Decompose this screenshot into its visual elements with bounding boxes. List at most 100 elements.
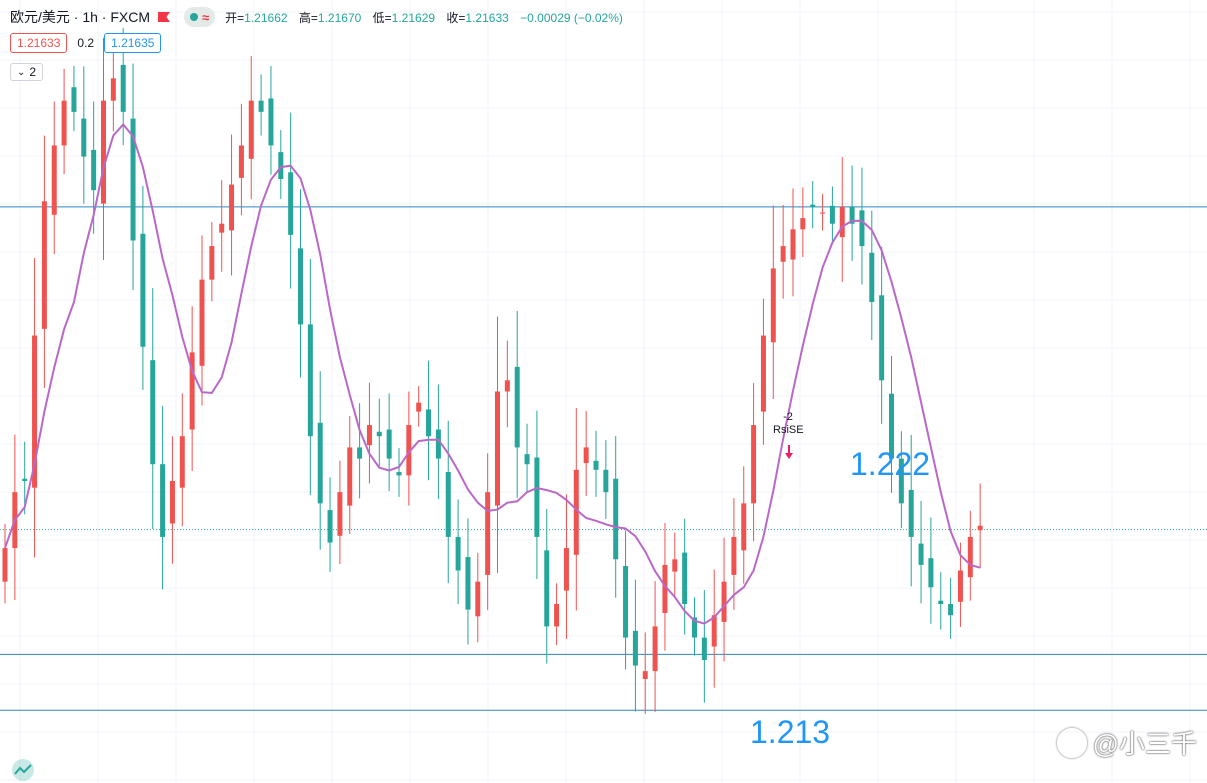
candle-body [652,626,658,672]
candle-body [770,268,776,343]
candle-body [662,564,668,613]
candle-body [71,87,77,112]
watermark-text: @小三千 [1092,729,1197,759]
candle-body [288,172,294,235]
candle-body [258,100,264,112]
candle-body [435,429,441,459]
candle-body [445,472,451,537]
candle-body [869,252,875,303]
moving-average-line [4,122,981,625]
candle-body [908,489,914,537]
candle-body [189,352,195,430]
candle-body [386,429,392,459]
candle-body [928,558,934,588]
symbol-label[interactable]: 欧元/美元 · 1h · FXCM [10,9,151,25]
candle-body [938,600,944,605]
candle-body [455,536,461,571]
candle-body [327,510,333,543]
candle-body [859,210,865,247]
candle-body [347,447,353,506]
candle-body [238,145,244,178]
candle-body [248,100,254,159]
candle-body [563,548,569,591]
candle-body [898,458,904,504]
candle-body [485,492,491,575]
candle-body [514,366,520,448]
candle-body [150,360,156,465]
candle-body [268,98,274,146]
candle-body [32,335,38,488]
candle-body [957,570,963,602]
candle-body [41,201,47,329]
candle-body [2,548,8,582]
candle-body [317,422,323,504]
candle-body [849,206,855,224]
candle-body [209,246,215,280]
candle-body [672,559,678,572]
ohlc-values: 开=1.21662 高=1.21670 低=1.21629 收=1.21633 … [225,9,631,26]
candle-body [760,335,766,412]
tradingview-logo-icon[interactable] [10,759,36,781]
candle-body [101,100,106,204]
candle-body [820,212,826,214]
candle-body [307,324,313,437]
candle-body [22,478,28,481]
candle-body [81,118,87,157]
candle-body [829,205,835,224]
candle-body [140,233,146,347]
watermark: @小三千 [1056,724,1197,761]
candle-body [61,100,67,146]
open-value: 1.21662 [244,10,288,25]
indicator-count: 2 [29,65,37,79]
candle-body [800,218,806,230]
candle-body [278,152,284,179]
status-dot-icon [190,13,199,21]
candle-body [91,149,97,191]
candle-body [977,525,983,531]
candle-body [839,206,845,238]
status-pill[interactable]: ≈ [184,7,216,27]
candle-body [711,615,717,647]
candle-body [731,536,737,575]
candle-body [130,118,136,241]
candle-body [51,145,57,215]
candle-body [298,248,303,325]
signal-arrow-icon [785,453,793,459]
close-value: 1.21633 [465,10,509,25]
flag-icon [158,12,171,22]
level-high-label: 1.222 [850,446,931,482]
candle-body [751,425,757,504]
candle-body [613,478,619,560]
candle-body [475,581,481,617]
level-low-label: 1.213 [750,714,831,750]
quote-row: 1.21633 0.2 1.21635 [10,33,162,53]
candle-body [593,460,599,470]
candle-body [366,425,372,446]
indicators-toggle-button[interactable]: ⌄ 2 [10,63,44,81]
spread-value: 0.2 [77,36,95,50]
candle-body [495,391,500,506]
change-value: −0.00029 (−0.02%) [520,10,623,25]
candle-body [406,425,412,476]
candle-body [120,64,126,112]
signal-label[interactable]: -2 RsiSE [773,411,804,437]
candle-body [623,565,629,638]
candle-body [721,581,727,622]
candle-body [524,454,530,465]
weibo-icon [1056,727,1087,758]
open-label: 开= [225,10,245,25]
candle-body [179,436,185,488]
candle-body [465,557,471,610]
candle-body [357,447,363,459]
buy-price-button[interactable]: 1.21635 [104,33,162,53]
candle-body [573,469,579,555]
candle-body [426,409,432,437]
candle-body [948,604,954,616]
sell-price-button[interactable]: 1.21633 [10,33,68,53]
wave-icon: ≈ [202,9,210,25]
candle-body [396,472,402,476]
candle-body [554,604,560,627]
candle-body [169,480,175,524]
candle-body [632,630,638,666]
